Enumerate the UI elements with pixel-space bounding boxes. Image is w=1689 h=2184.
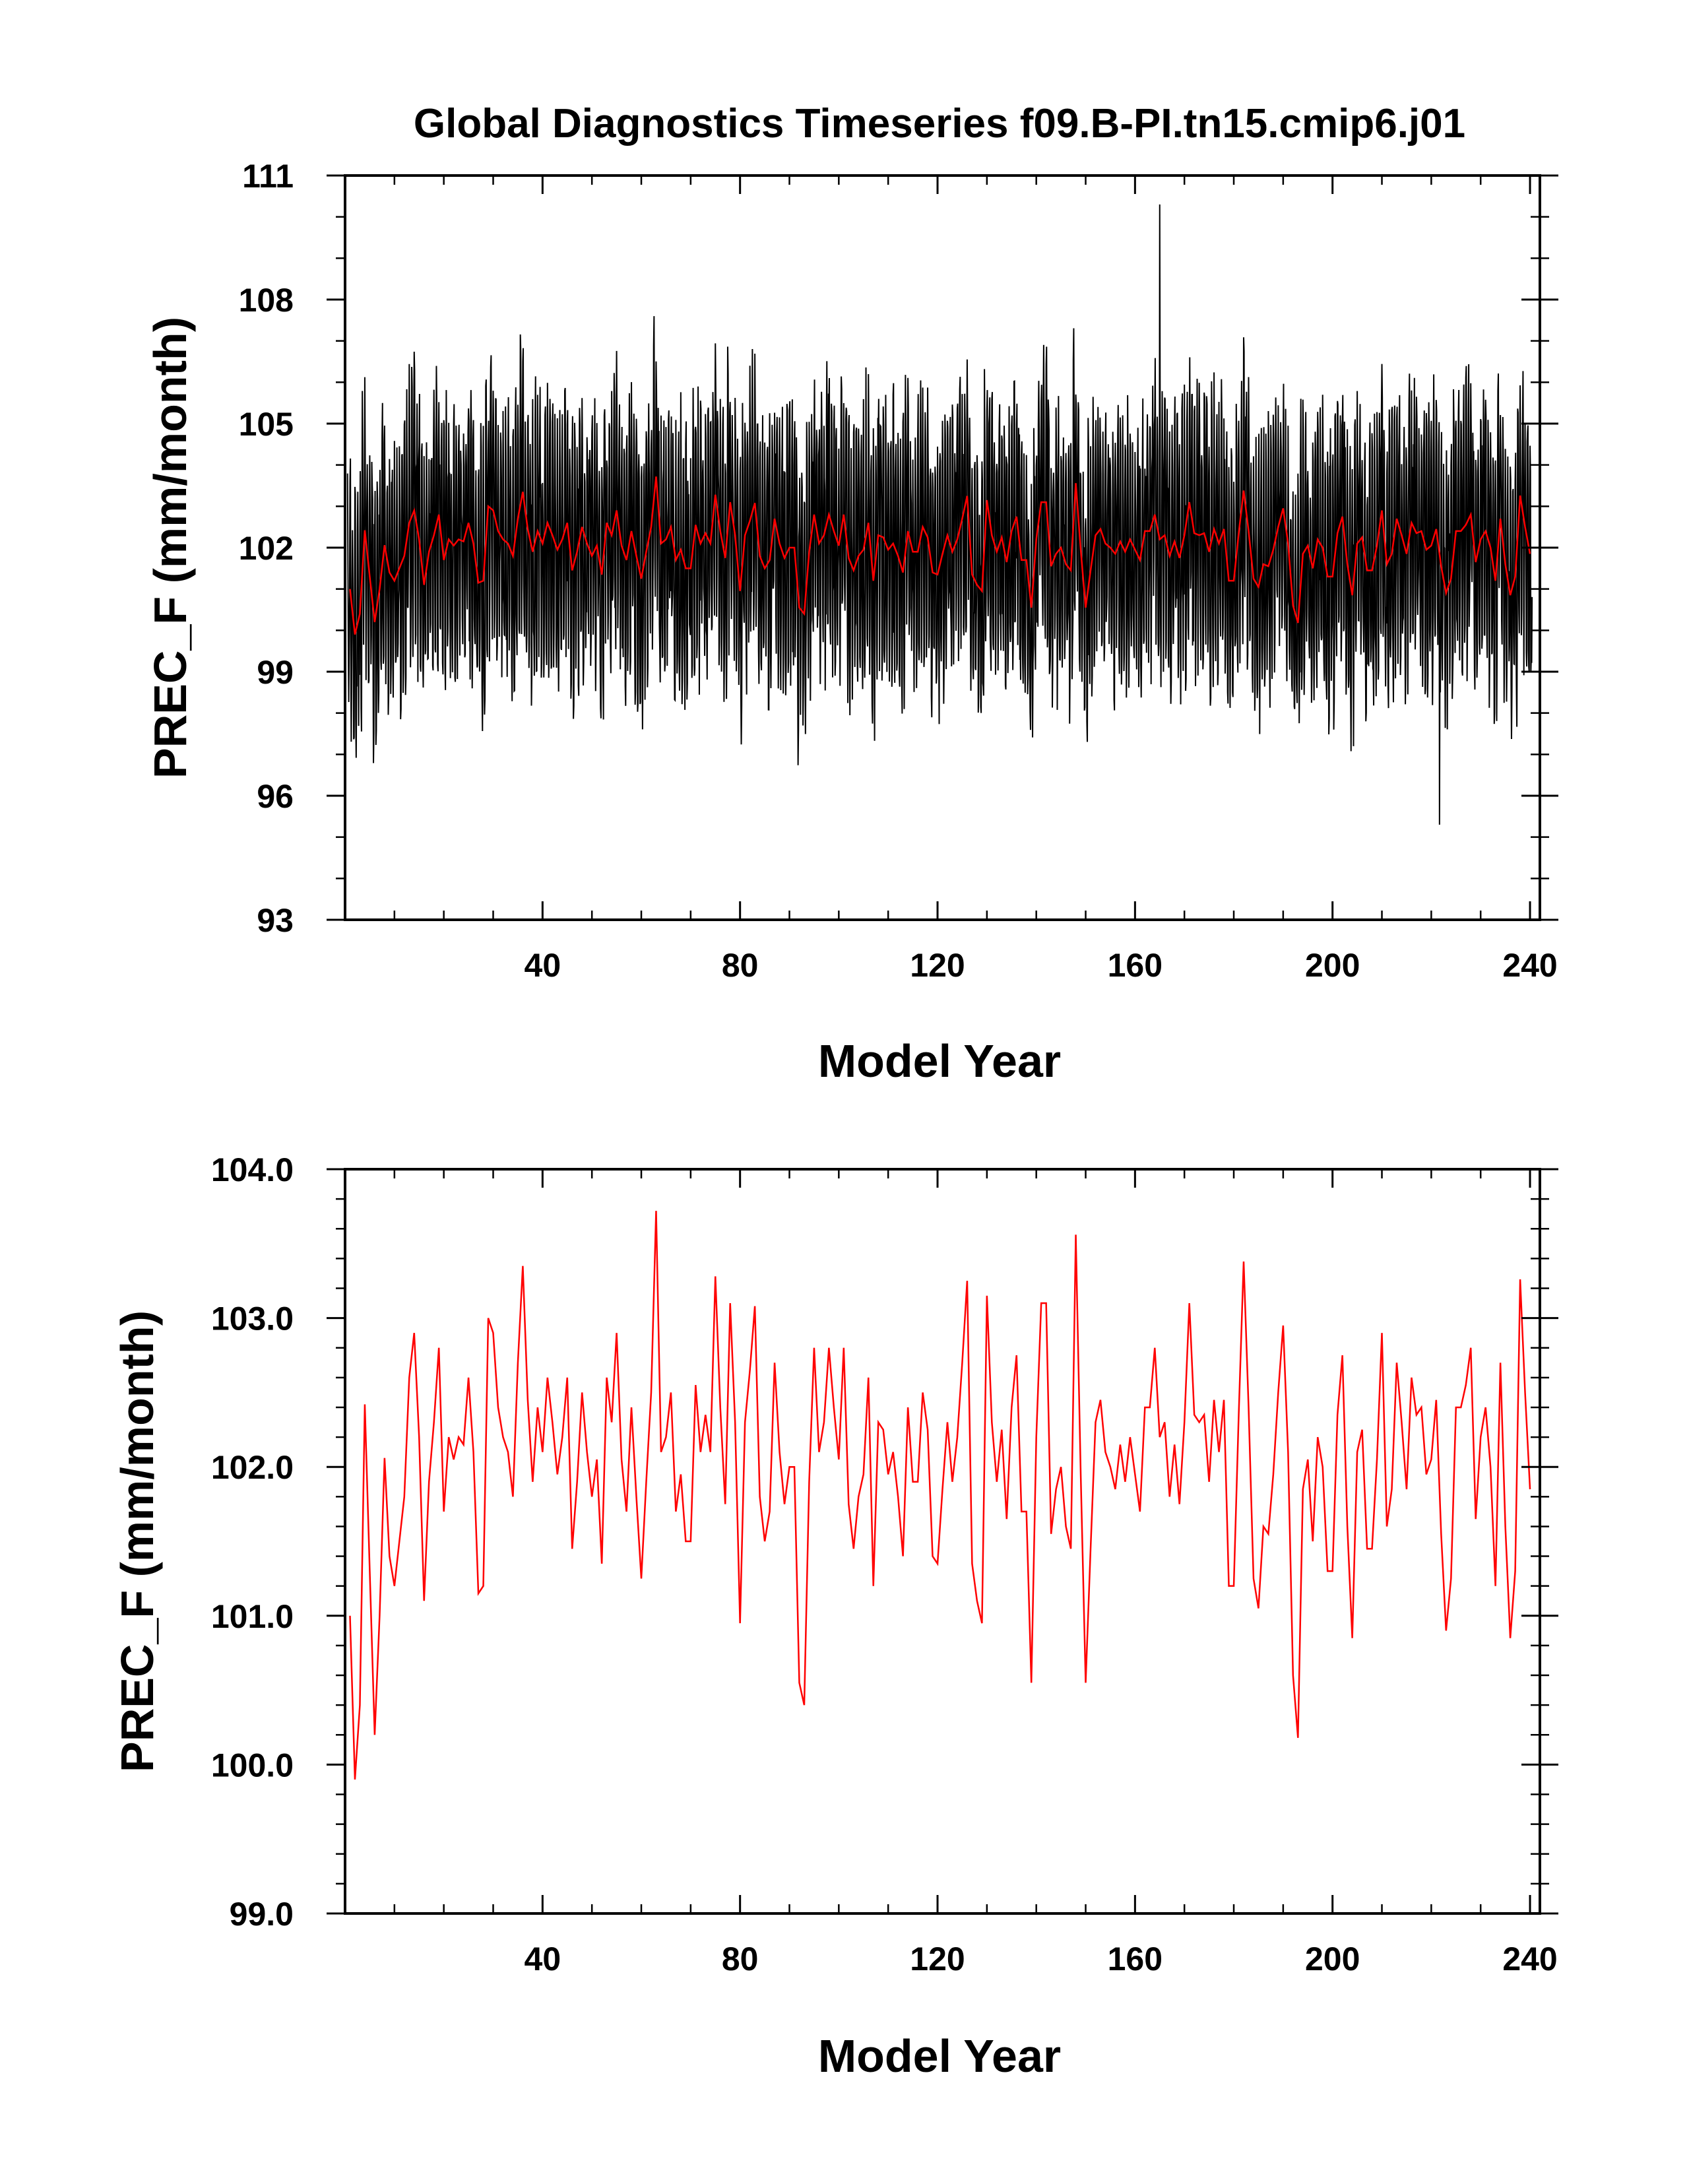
bottom-y-axis-label: PREC_F (mm/month) [112,1310,163,1772]
bottom-x-tick-label: 80 [722,1941,759,1977]
top-axes: 40 80 120 160 200 240 93 96 99 102 105 108 111 [239,158,1558,984]
top-x-tick-label: 160 [1108,947,1163,984]
top-y-axis-label: PREC_F (mm/month) [144,317,196,779]
bottom-y-tick-label: 99.0 [230,1896,294,1933]
bottom-x-tick-label: 120 [910,1941,965,1977]
top-x-tick-label: 120 [910,947,965,984]
top-series-layer [346,204,1533,825]
top-y-tick-label: 111 [242,158,294,195]
bottom-x-tick-label: 240 [1502,1941,1557,1977]
bottom-axes: 40 80 120 160 200 240 99.0 100.0 101.0 102.0 103.0… [211,1151,1558,1977]
top-x-tick-label: 80 [722,947,759,984]
bottom-series-layer [349,1211,1531,1780]
bottom-annual-mean-line [349,1211,1531,1780]
top-y-tick-label: 108 [239,282,294,319]
bottom-y-tick-label: 100.0 [211,1747,294,1783]
top-y-tick-label: 93 [257,902,294,939]
top-x-tick-label: 40 [525,947,561,984]
top-y-tick-label: 99 [257,654,294,691]
top-x-tick-label: 240 [1502,947,1557,984]
top-x-tick-label: 200 [1305,947,1360,984]
bottom-x-tick-label: 200 [1305,1941,1360,1977]
bottom-x-axis-label: Model Year [818,2030,1061,2082]
chart-title: Global Diagnostics Timeseries f09.B-PI.t… [414,101,1465,146]
bottom-x-tick-label: 160 [1108,1941,1163,1977]
bottom-y-tick-label: 101.0 [211,1598,294,1635]
top-annual-mean-line [349,476,1531,635]
bottom-y-tick-label: 104.0 [211,1151,294,1188]
top-y-tick-label: 102 [239,530,294,567]
bottom-plot-frame [344,1168,1541,1915]
bottom-y-tick-label: 102.0 [211,1449,294,1486]
top-x-axis-label: Model Year [818,1035,1061,1087]
top-y-tick-label: 105 [239,406,294,443]
bottom-y-tick-label: 103.0 [211,1301,294,1337]
panel-bottom: 40 80 120 160 200 240 99.0 100.0 101.0 102.0 103.0… [112,1151,1558,2082]
panel-top: 40 80 120 160 200 240 93 96 99 102 105 108 111 Model… [144,158,1558,1087]
top-y-tick-label: 96 [257,778,294,815]
bottom-x-tick-label: 40 [525,1941,561,1977]
top-monthly-series-line [346,204,1533,825]
